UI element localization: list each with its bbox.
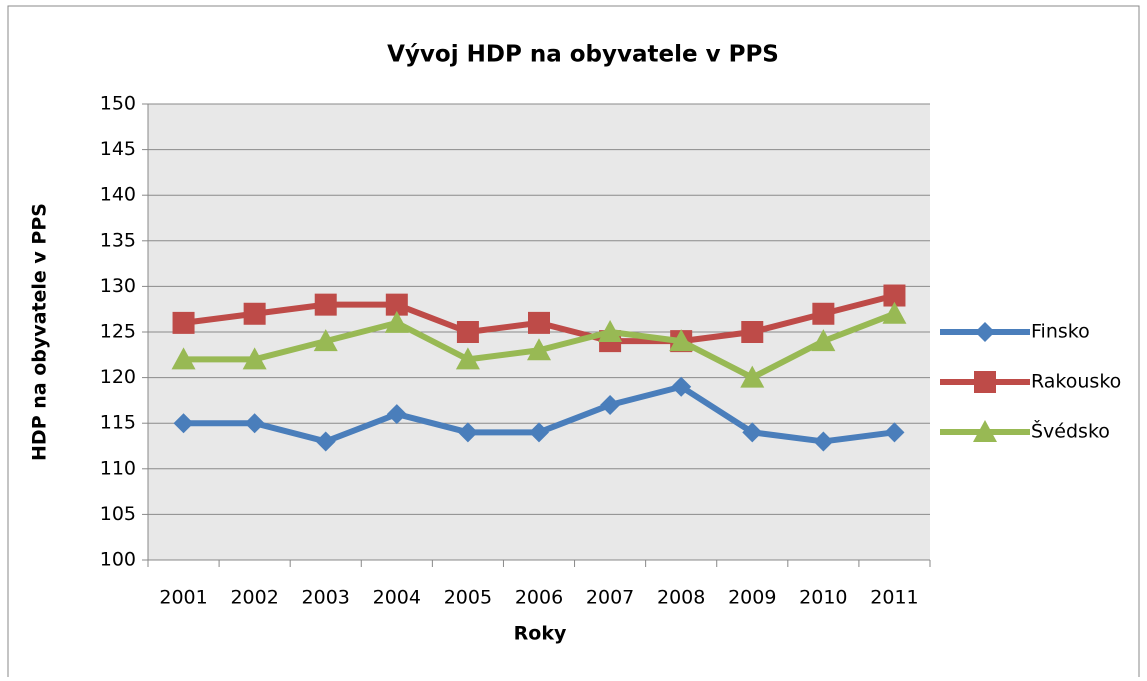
x-tick-label: 2011 xyxy=(870,587,918,609)
x-tick-label: 2003 xyxy=(302,587,350,609)
legend-marker xyxy=(974,371,996,393)
legend-marker xyxy=(973,420,997,442)
marker xyxy=(882,301,907,324)
x-tick-label: 2001 xyxy=(159,587,207,609)
marker xyxy=(742,422,763,443)
marker xyxy=(313,329,338,352)
marker xyxy=(669,329,694,352)
y-tick-label: 100 xyxy=(100,549,136,571)
marker xyxy=(883,284,906,307)
marker xyxy=(244,413,265,434)
marker xyxy=(242,347,267,370)
marker xyxy=(600,394,621,415)
y-tick-label: 130 xyxy=(100,275,136,297)
marker xyxy=(811,329,836,352)
marker xyxy=(386,404,407,425)
marker xyxy=(243,302,266,325)
legend-label: Švédsko xyxy=(1031,419,1110,443)
x-axis-title: Roky xyxy=(514,623,567,645)
y-tick-label: 110 xyxy=(100,457,136,479)
legend-label: Rakousko xyxy=(1031,371,1121,393)
marker xyxy=(315,431,336,452)
y-tick-label: 140 xyxy=(100,184,136,206)
marker xyxy=(527,338,551,361)
marker xyxy=(172,311,195,334)
marker xyxy=(884,422,905,443)
legend-label: Finsko xyxy=(1031,321,1090,343)
y-tick-label: 120 xyxy=(100,366,136,388)
marker xyxy=(455,347,480,370)
marker xyxy=(456,321,479,343)
x-tick-label: 2007 xyxy=(586,587,634,609)
marker xyxy=(528,311,550,334)
legend-marker xyxy=(975,322,995,342)
y-tick-label: 115 xyxy=(100,412,136,434)
marker xyxy=(173,413,194,434)
x-tick-label: 2002 xyxy=(230,587,278,609)
marker xyxy=(529,422,549,443)
marker xyxy=(384,310,409,333)
marker xyxy=(671,376,692,397)
y-tick-label: 105 xyxy=(100,503,136,525)
y-tick-label: 125 xyxy=(100,321,136,343)
marker xyxy=(314,293,337,316)
marker xyxy=(598,320,623,342)
y-tick-label: 150 xyxy=(100,93,136,115)
x-tick-label: 2008 xyxy=(657,587,705,609)
x-tick-label: 2006 xyxy=(515,587,563,609)
x-tick-label: 2004 xyxy=(373,587,421,609)
x-tick-label: 2009 xyxy=(728,587,776,609)
y-tick-label: 135 xyxy=(100,229,136,251)
marker xyxy=(741,321,764,343)
marker xyxy=(740,365,765,388)
x-tick-label: 2010 xyxy=(799,587,847,609)
marker xyxy=(385,293,408,316)
marker xyxy=(813,431,834,452)
marker xyxy=(812,302,835,325)
y-axis-title: HDP na obyvatele v PPS xyxy=(29,203,51,461)
y-tick-label: 145 xyxy=(100,138,136,160)
marker xyxy=(457,422,478,443)
x-tick-label: 2005 xyxy=(444,587,492,609)
marker xyxy=(171,347,196,370)
chart-title: Vývoj HDP na obyvatele v PPS xyxy=(387,42,779,68)
